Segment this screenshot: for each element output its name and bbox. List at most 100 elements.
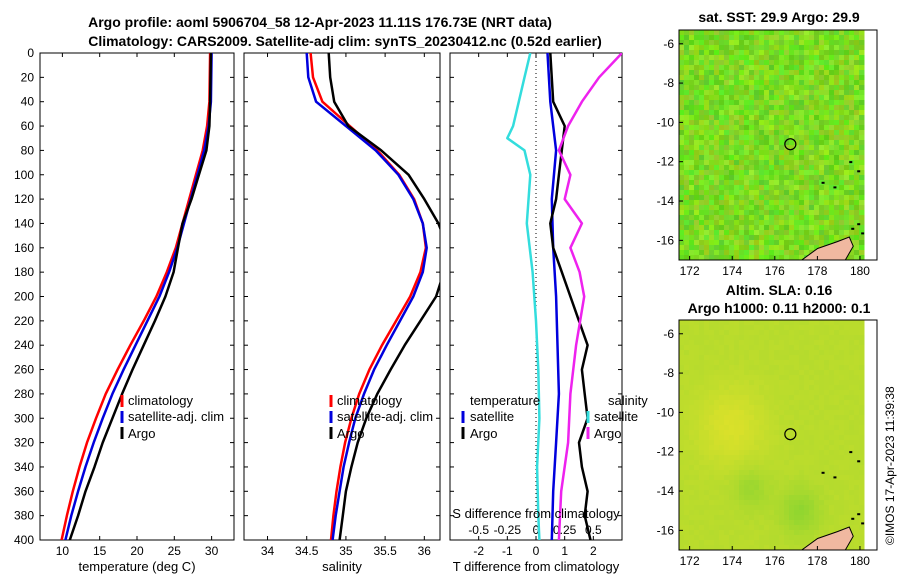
map-xtick-label: 176 (765, 264, 785, 278)
xtick-label: 34 (261, 544, 275, 558)
legend-label: satellite (594, 409, 638, 424)
series-argo (68, 53, 213, 540)
depth-tick-label: 140 (14, 216, 34, 230)
depth-tick-label: 300 (14, 411, 34, 425)
map-ytick-label: -8 (663, 366, 674, 380)
map-xtick-label: 180 (850, 554, 870, 568)
map-xtick-label: 178 (807, 264, 827, 278)
argo-position-marker (784, 138, 797, 151)
argo-position-marker (784, 428, 797, 441)
depth-tick-label: 0 (27, 46, 34, 60)
xtick-label: 35.5 (373, 544, 397, 558)
imos-watermark: ©IMOS 17-Apr-2023 11:39:38 (883, 386, 897, 545)
xtick-label: 20 (130, 544, 144, 558)
difference-axes (449, 52, 623, 541)
islet (849, 451, 853, 454)
map-xtick-label: 172 (680, 264, 700, 278)
difference-legend-temperature: temperature satellite Argo (461, 393, 540, 441)
depth-tick-label: 280 (14, 387, 34, 401)
legend-title: salinity (608, 393, 648, 408)
profile-lines (60, 53, 622, 540)
t-xtick-label: -1 (502, 544, 513, 558)
islet (857, 513, 861, 516)
sst-map-field (679, 30, 877, 260)
map-ytick-label: -10 (657, 405, 675, 419)
islet (861, 232, 865, 235)
series-t-satellite (546, 53, 561, 540)
legend-label: Argo (470, 426, 497, 441)
islet (857, 223, 861, 226)
island-outline (800, 526, 854, 550)
difference-legend-salinity: salinity satellite Argo (586, 393, 648, 441)
map-xtick-label: 174 (722, 264, 742, 278)
sla-map-title-2: Argo h1000: 0.11 h2000: 0.1 (688, 300, 871, 316)
depth-tick-label: 40 (21, 95, 35, 109)
islet (849, 161, 853, 164)
map-xtick-label: 172 (680, 554, 700, 568)
map-ytick-label: -10 (657, 115, 675, 129)
sst-map-axes (678, 29, 878, 261)
depth-tick-label: 320 (14, 436, 34, 450)
islet (851, 517, 855, 520)
map-ytick-label: -6 (663, 37, 674, 51)
s-difference-xlabel: S difference from climatology (452, 506, 620, 521)
depth-tick-label: 160 (14, 241, 34, 255)
islet (833, 186, 837, 189)
map-ytick-label: -16 (657, 233, 675, 247)
xtick-label: 10 (56, 544, 70, 558)
legend-label: satellite-adj. clim (128, 409, 224, 424)
t-xtick-label: 0 (533, 544, 540, 558)
title-line-2: Climatology: CARS2009. Satellite-adj cli… (88, 33, 602, 49)
depth-tick-label: 340 (14, 460, 34, 474)
legend-label: Argo (594, 426, 621, 441)
legend-label: climatology (128, 393, 194, 408)
temperature-xlabel: temperature (deg C) (78, 559, 195, 574)
t-xtick-label: 1 (561, 544, 568, 558)
series-satellite-adj-clim (64, 53, 213, 540)
depth-tick-label: 180 (14, 265, 34, 279)
title-line-1: Argo profile: aoml 5906704_58 12-Apr-202… (88, 14, 552, 30)
s-xtick-label: -0.5 (468, 523, 489, 537)
map-ytick-label: -8 (663, 76, 674, 90)
map-xtick-label: 178 (807, 554, 827, 568)
xtick-label: 25 (168, 544, 182, 558)
legend-label: Argo (128, 426, 155, 441)
depth-tick-label: 60 (21, 119, 35, 133)
islet (833, 476, 837, 479)
depth-tick-label: 100 (14, 168, 34, 182)
series-argo (327, 53, 440, 540)
depth-tick-label: 360 (14, 484, 34, 498)
salinity-xlabel: salinity (322, 559, 362, 574)
temperature-legend: climatology satellite-adj. clim Argo (120, 393, 224, 441)
islet (821, 181, 825, 184)
series-satellite-adj-clim (305, 53, 428, 540)
xtick-label: 36 (418, 544, 432, 558)
xtick-label: 30 (205, 544, 219, 558)
map-ytick-label: -14 (657, 484, 675, 498)
t-xtick-label: -2 (473, 544, 484, 558)
map-ytick-label: -12 (657, 155, 675, 169)
depth-tick-label: 220 (14, 314, 34, 328)
legend-label: satellite-adj. clim (337, 409, 433, 424)
salinity-legend: climatology satellite-adj. clim Argo (329, 393, 433, 441)
map-xtick-label: 180 (850, 264, 870, 278)
sla-map-title-1: Altim. SLA: 0.16 (726, 282, 833, 298)
islet (857, 460, 861, 463)
legend-label: climatology (337, 393, 403, 408)
legend-title: temperature (470, 393, 540, 408)
map-ytick-label: -16 (657, 523, 675, 537)
map-ytick-label: -6 (663, 327, 674, 341)
depth-tick-label: 120 (14, 192, 34, 206)
depth-tick-label: 260 (14, 363, 34, 377)
map-xtick-label: 176 (765, 554, 785, 568)
depth-tick-label: 20 (21, 70, 35, 84)
sst-map-title: sat. SST: 29.9 Argo: 29.9 (698, 9, 860, 25)
depth-tick-label: 200 (14, 290, 34, 304)
map-ytick-label: -12 (657, 445, 675, 459)
map-ytick-label: -14 (657, 194, 675, 208)
depth-tick-label: 240 (14, 338, 34, 352)
sla-map-field (679, 320, 877, 550)
islet (851, 227, 855, 230)
xtick-label: 15 (93, 544, 107, 558)
